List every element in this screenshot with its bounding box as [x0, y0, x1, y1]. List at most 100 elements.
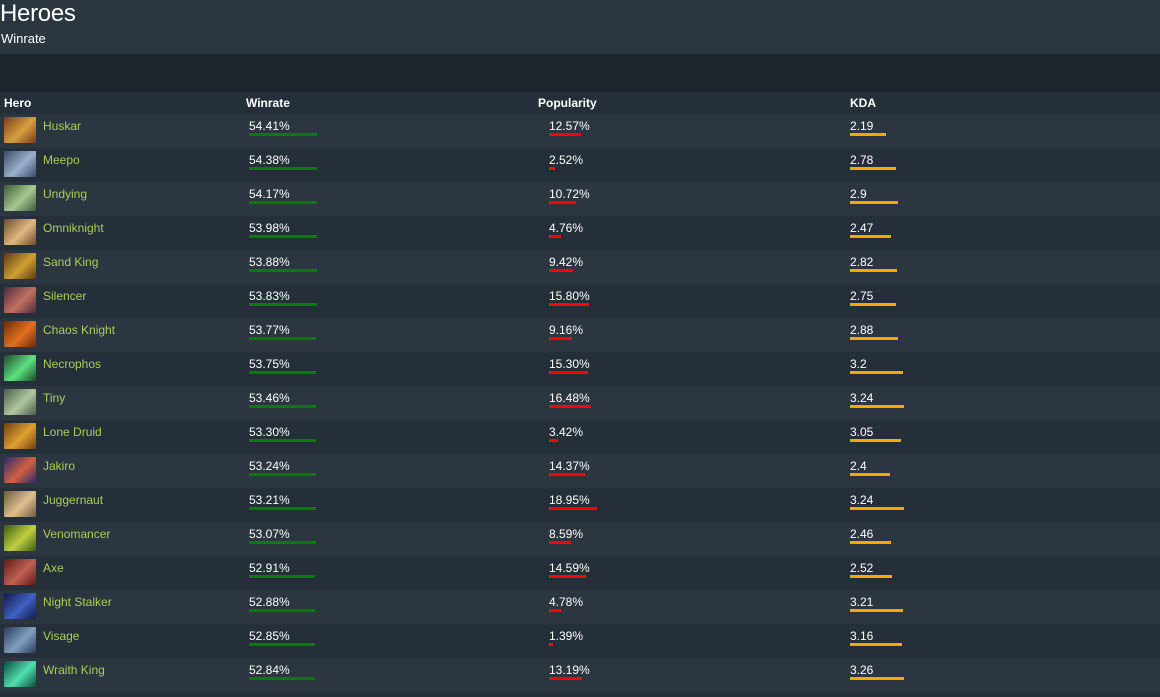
hero-name-link[interactable]: Tiny	[43, 391, 66, 405]
kda-bar	[850, 507, 904, 510]
table-row[interactable]: Huskar 54.41% 12.57% 2.19	[0, 114, 1160, 148]
popularity-bar	[549, 405, 591, 408]
winrate-value: 53.77%	[249, 323, 290, 337]
hero-name-link[interactable]: Lone Druid	[43, 425, 102, 439]
kda-value: 2.9	[850, 187, 867, 201]
column-header-kda[interactable]: KDA	[850, 96, 876, 110]
winrate-bar	[249, 235, 317, 238]
kda-bar	[850, 609, 903, 612]
hero-portrait-icon[interactable]	[4, 457, 36, 483]
hero-name-link[interactable]: Silencer	[43, 289, 87, 303]
popularity-bar	[549, 269, 573, 272]
hero-name-link[interactable]: Sand King	[43, 255, 99, 269]
hero-name-link[interactable]: Venomancer	[43, 527, 111, 541]
kda-value: 3.2	[850, 357, 867, 371]
kda-bar	[850, 269, 897, 272]
winrate-value: 52.91%	[249, 561, 290, 575]
table-row[interactable]: Necrophos 53.75% 15.30% 3.2	[0, 352, 1160, 386]
table-row[interactable]: Axe 52.91% 14.59% 2.52	[0, 556, 1160, 590]
table-row[interactable]: Tiny 53.46% 16.48% 3.24	[0, 386, 1160, 420]
hero-portrait-icon[interactable]	[4, 593, 36, 619]
popularity-value: 14.37%	[549, 459, 590, 473]
kda-value: 2.47	[850, 221, 874, 235]
table-row[interactable]: Silencer 53.83% 15.80% 2.75	[0, 284, 1160, 318]
hero-name-link[interactable]: Undying	[43, 187, 88, 201]
winrate-value: 54.38%	[249, 153, 290, 167]
page-subtitle: Winrate	[1, 31, 46, 46]
table-row[interactable]: Night Stalker 52.88% 4.78% 3.21	[0, 590, 1160, 624]
hero-portrait-icon[interactable]	[4, 219, 36, 245]
winrate-bar	[249, 677, 315, 680]
table-row[interactable]: Juggernaut 53.21% 18.95% 3.24	[0, 488, 1160, 522]
hero-portrait-icon[interactable]	[4, 287, 36, 313]
popularity-value: 3.42%	[549, 425, 584, 439]
table-row[interactable]: Omniknight 53.98% 4.76% 2.47	[0, 216, 1160, 250]
hero-name-link[interactable]: Meepo	[43, 153, 80, 167]
winrate-value: 52.88%	[249, 595, 290, 609]
winrate-bar	[249, 269, 317, 272]
popularity-bar	[549, 167, 555, 170]
hero-portrait-icon[interactable]	[4, 185, 36, 211]
winrate-value: 53.21%	[249, 493, 290, 507]
kda-value: 3.24	[850, 493, 874, 507]
winrate-bar	[249, 201, 317, 204]
popularity-bar	[549, 609, 561, 612]
popularity-bar	[549, 133, 581, 136]
hero-portrait-icon[interactable]	[4, 525, 36, 551]
hero-name-link[interactable]: Jakiro	[43, 459, 76, 473]
hero-portrait-icon[interactable]	[4, 559, 36, 585]
popularity-bar	[549, 473, 585, 476]
winrate-bar	[249, 541, 316, 544]
hero-name-link[interactable]: Chaos Knight	[43, 323, 116, 337]
hero-name-link[interactable]: Omniknight	[43, 221, 104, 235]
hero-portrait-icon[interactable]	[4, 321, 36, 347]
hero-name-link[interactable]: Necrophos	[43, 357, 102, 371]
popularity-value: 2.52%	[549, 153, 584, 167]
table-row[interactable]: Chaos Knight 53.77% 9.16% 2.88	[0, 318, 1160, 352]
winrate-bar	[249, 507, 316, 510]
hero-portrait-icon[interactable]	[4, 661, 36, 687]
column-header-winrate[interactable]: Winrate	[246, 96, 290, 110]
hero-portrait-icon[interactable]	[4, 491, 36, 517]
hero-portrait-icon[interactable]	[4, 389, 36, 415]
table-row[interactable]: Lone Druid 53.30% 3.42% 3.05	[0, 420, 1160, 454]
hero-name-link[interactable]: Juggernaut	[43, 493, 104, 507]
hero-name-link[interactable]: Huskar	[43, 119, 82, 133]
kda-bar	[850, 133, 886, 136]
popularity-value: 14.59%	[549, 561, 590, 575]
kda-value: 3.16	[850, 629, 874, 643]
popularity-value: 8.59%	[549, 527, 584, 541]
winrate-bar	[249, 575, 315, 578]
popularity-value: 10.72%	[549, 187, 590, 201]
column-header-popularity[interactable]: Popularity	[538, 96, 597, 110]
table-row[interactable]: Jakiro 53.24% 14.37% 2.4	[0, 454, 1160, 488]
winrate-value: 52.84%	[249, 663, 290, 677]
hero-portrait-icon[interactable]	[4, 627, 36, 653]
kda-bar	[850, 371, 903, 374]
table-row[interactable]: Sand King 53.88% 9.42% 2.82	[0, 250, 1160, 284]
winrate-bar	[249, 133, 317, 136]
hero-portrait-icon[interactable]	[4, 423, 36, 449]
hero-name-link[interactable]: Night Stalker	[43, 595, 112, 609]
table-row[interactable]: Venomancer 53.07% 8.59% 2.46	[0, 522, 1160, 556]
popularity-value: 9.42%	[549, 255, 584, 269]
hero-name-link[interactable]: Axe	[43, 561, 64, 575]
popularity-bar	[549, 235, 561, 238]
hero-portrait-icon[interactable]	[4, 117, 36, 143]
table-row[interactable]: Meepo 54.38% 2.52% 2.78	[0, 148, 1160, 182]
table-row[interactable]: Visage 52.85% 1.39% 3.16	[0, 624, 1160, 658]
kda-bar	[850, 337, 898, 340]
kda-value: 3.05	[850, 425, 874, 439]
hero-portrait-icon[interactable]	[4, 151, 36, 177]
kda-value: 2.75	[850, 289, 874, 303]
hero-portrait-icon[interactable]	[4, 355, 36, 381]
winrate-bar	[249, 473, 316, 476]
kda-value: 2.82	[850, 255, 874, 269]
table-row[interactable]: Wraith King 52.84% 13.19% 3.26	[0, 658, 1160, 692]
hero-portrait-icon[interactable]	[4, 253, 36, 279]
hero-name-link[interactable]: Wraith King	[43, 663, 105, 677]
column-header-hero[interactable]: Hero	[4, 96, 32, 110]
hero-name-link[interactable]: Visage	[43, 629, 80, 643]
table-row[interactable]: Undying 54.17% 10.72% 2.9	[0, 182, 1160, 216]
popularity-bar	[549, 541, 571, 544]
